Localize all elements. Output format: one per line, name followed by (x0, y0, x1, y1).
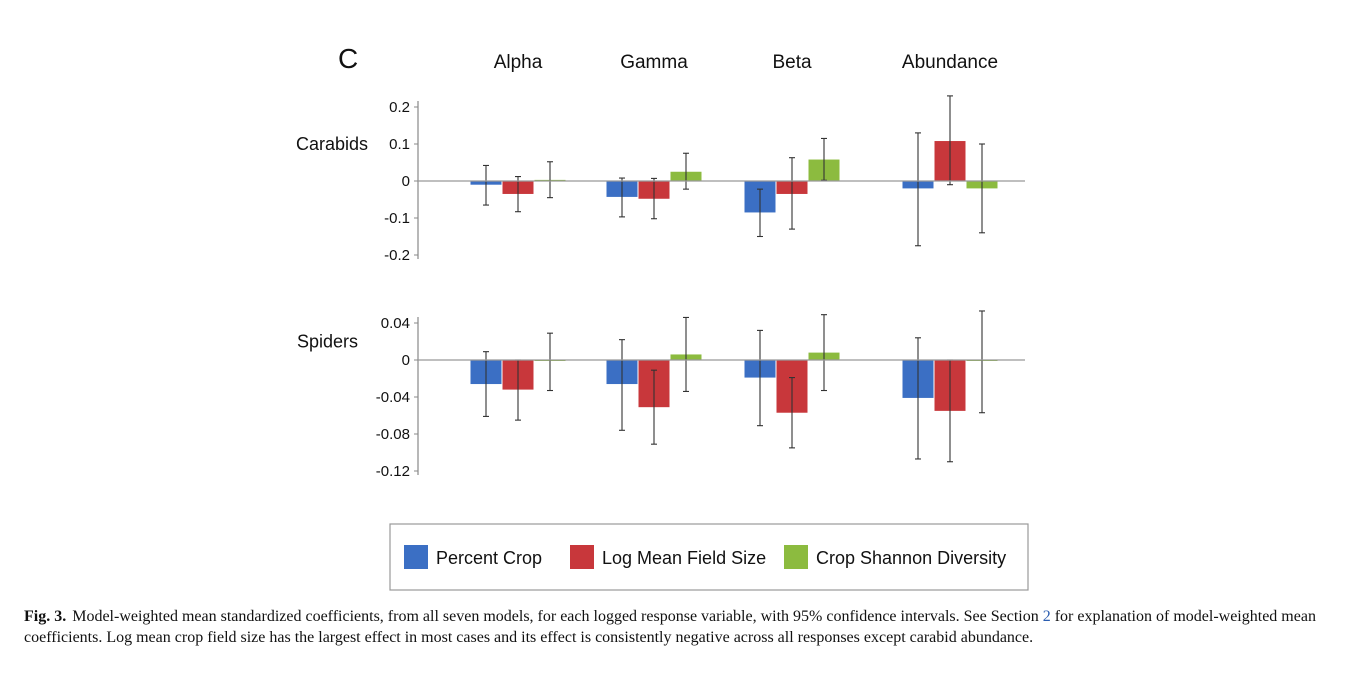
figure-caption: Fig. 3. Model-weighted mean standardized … (24, 606, 1354, 648)
caption-label: Fig. 3. (24, 608, 67, 625)
y-tick-label: 0.1 (389, 136, 410, 153)
column-header-alpha: Alpha (494, 52, 543, 73)
y-tick-label: 0 (402, 173, 410, 190)
row-label-carabids: Carabids (296, 134, 368, 154)
caption-text-start: Model-weighted mean standardized coeffic… (72, 608, 1043, 625)
y-tick-label: 0 (402, 352, 410, 369)
y-tick-label: -0.2 (384, 247, 410, 264)
legend-label-percent-crop: Percent Crop (436, 548, 542, 568)
y-tick-label: 0.04 (381, 315, 410, 332)
column-header-abundance: Abundance (902, 52, 998, 73)
y-tick-label: -0.04 (376, 389, 410, 406)
y-tick-label: 0.2 (389, 99, 410, 116)
legend-swatch-percent-crop (404, 545, 428, 569)
panel-letter: C (338, 43, 358, 74)
legend-swatch-log-mean-field-size (570, 545, 594, 569)
y-tick-label: -0.08 (376, 426, 410, 443)
spiders-panel: Spiders 0.04 0 -0.04 -0.08 -0.12 (297, 310, 1025, 480)
legend: Percent Crop Log Mean Field Size Crop Shan… (389, 523, 1029, 591)
legend-swatch-crop-shannon-diversity (784, 545, 808, 569)
column-header-gamma: Gamma (620, 52, 688, 73)
carabids-panel: Carabids 0.2 0.1 0 -0.1 -0.2 (296, 95, 1025, 264)
row-label-spiders: Spiders (297, 332, 358, 352)
section-reference-link[interactable]: 2 (1042, 608, 1051, 625)
y-tick-label: -0.12 (376, 463, 410, 480)
legend-box (389, 523, 1029, 591)
legend-label-crop-shannon-diversity: Crop Shannon Diversity (816, 548, 1006, 568)
caption-text-end: for explanation of model-weighted mean c… (24, 608, 1316, 646)
y-tick-label: -0.1 (384, 210, 410, 227)
column-headers: Alpha Gamma Beta Abundance (494, 52, 998, 73)
legend-label-log-mean-field-size: Log Mean Field Size (602, 548, 766, 568)
column-header-beta: Beta (772, 52, 812, 73)
figure-chart: C Alpha Gamma Beta Abundance Carabids 0.2 0.1… (296, 43, 1029, 591)
